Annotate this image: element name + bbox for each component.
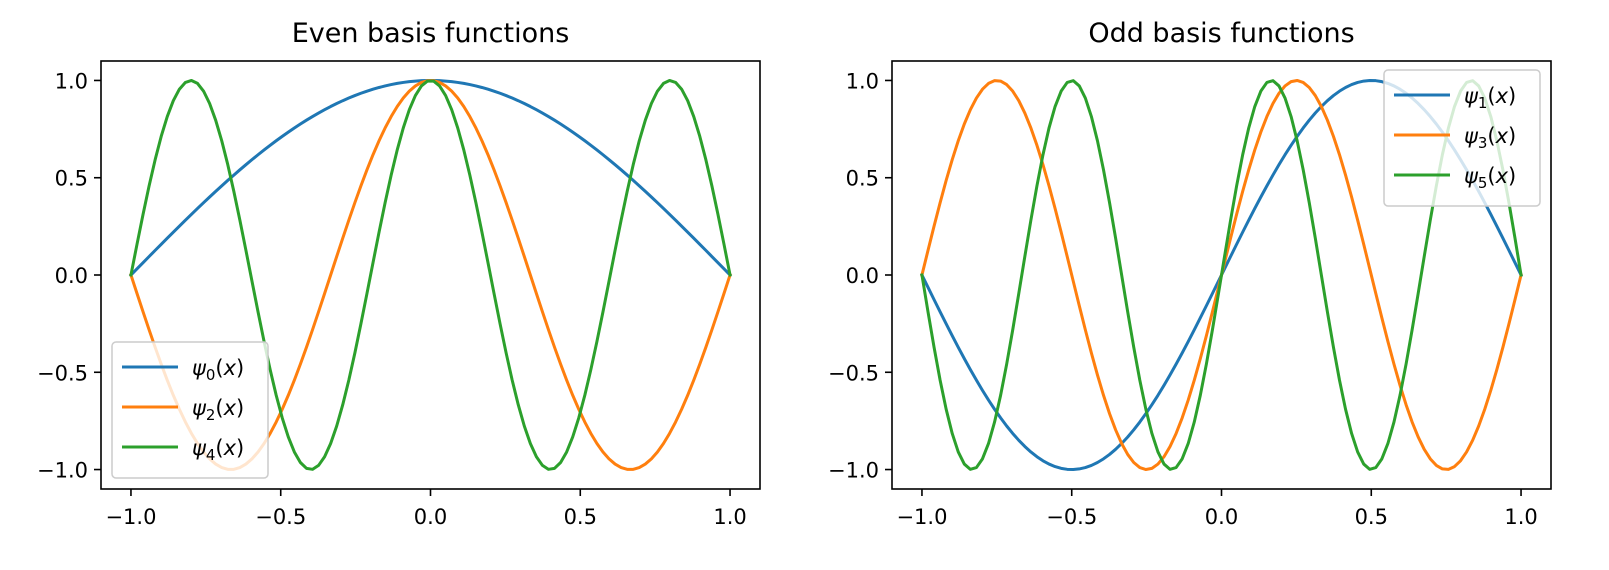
panel1-ytick-label: −0.5 bbox=[37, 361, 88, 385]
panel2-xtick-label: 0.5 bbox=[1355, 505, 1388, 529]
panel1-xtick-label: 0.0 bbox=[414, 505, 447, 529]
panel2-legend-label-5: ψ5(x) bbox=[1464, 164, 1516, 192]
panel2-legend: ψ1(x) ψ3(x) ψ5(x) bbox=[1383, 69, 1541, 207]
panel2-xtick-label: 1.0 bbox=[1504, 505, 1537, 529]
panel1-legend-label-0: ψ0(x) bbox=[192, 356, 244, 384]
panel1-legend: ψ0(x) ψ2(x) ψ4(x) bbox=[111, 341, 269, 479]
panel2-ytick-label: −0.5 bbox=[828, 361, 879, 385]
panel1-xtick-label: −1.0 bbox=[105, 505, 156, 529]
panel2-legend-label-1: ψ1(x) bbox=[1464, 84, 1516, 112]
panel1: Even basis functions −1.0 −0.5 0.0 0.5 1.0 −1.… bbox=[37, 18, 761, 529]
panel1-title: Even basis functions bbox=[292, 18, 570, 49]
panel1-legend-label-2: ψ2(x) bbox=[192, 396, 244, 424]
panel1-ytick-label: 0.5 bbox=[55, 167, 88, 191]
panel2-ytick-label: −1.0 bbox=[828, 459, 879, 483]
panel1-ytick-label: −1.0 bbox=[37, 459, 88, 483]
panel1-ytick-label: 0.0 bbox=[55, 264, 88, 288]
panel2-xtick-label: 0.0 bbox=[1205, 505, 1238, 529]
panel2: Odd basis functions −1.0 −0.5 0.0 0.5 1.0 −1.0… bbox=[828, 18, 1552, 529]
panel2-legend-box bbox=[1383, 69, 1541, 207]
panel2-ytick-label: 0.0 bbox=[846, 264, 879, 288]
panel1-legend-label-4: ψ4(x) bbox=[192, 436, 244, 464]
panel1-xtick-label: 1.0 bbox=[713, 505, 746, 529]
panel2-legend-label-3: ψ3(x) bbox=[1464, 124, 1516, 152]
panel1-xtick-label: 0.5 bbox=[564, 505, 597, 529]
panel1-ytick-label: 1.0 bbox=[55, 69, 88, 93]
panel1-xtick-label: −0.5 bbox=[255, 505, 306, 529]
panel2-title: Odd basis functions bbox=[1088, 18, 1354, 49]
panel2-series-line-5 bbox=[920, 79, 1523, 471]
panel2-ytick-label: 1.0 bbox=[846, 69, 879, 93]
panel2-xtick-label: −1.0 bbox=[896, 505, 947, 529]
panel2-xtick-label: −0.5 bbox=[1046, 505, 1097, 529]
panel2-ytick-label: 0.5 bbox=[846, 167, 879, 191]
panel1-legend-box bbox=[111, 341, 269, 479]
panel1-series-line-4 bbox=[129, 78, 732, 471]
